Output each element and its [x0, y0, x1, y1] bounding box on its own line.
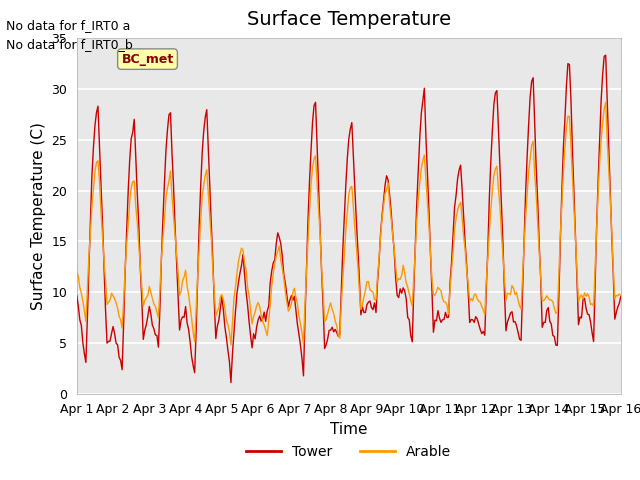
Text: BC_met: BC_met	[122, 53, 173, 66]
Legend: Tower, Arable: Tower, Arable	[241, 440, 457, 465]
Y-axis label: Surface Temperature (C): Surface Temperature (C)	[31, 122, 45, 310]
Text: No data for f_IRT0_b: No data for f_IRT0_b	[6, 38, 133, 51]
Title: Surface Temperature: Surface Temperature	[247, 10, 451, 28]
X-axis label: Time: Time	[330, 422, 367, 437]
Text: No data for f_IRT0 a: No data for f_IRT0 a	[6, 19, 131, 32]
